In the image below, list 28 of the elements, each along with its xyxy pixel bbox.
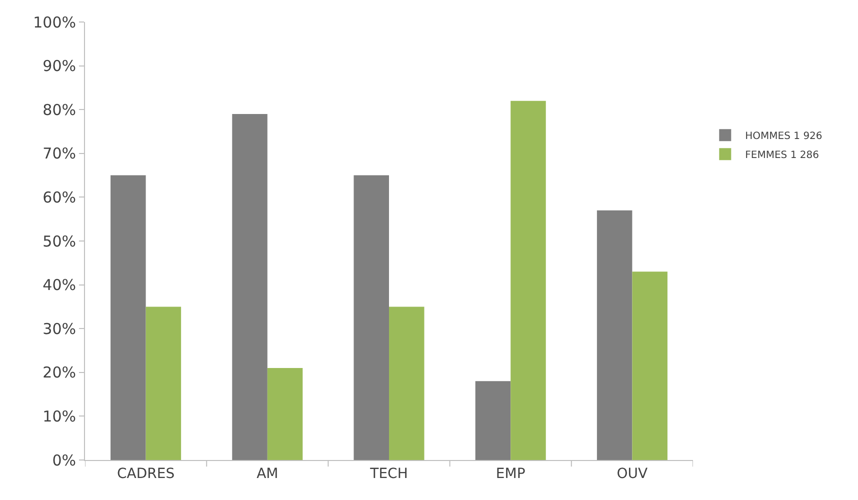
bar bbox=[632, 272, 668, 460]
y-tick-label: 90% bbox=[42, 57, 76, 76]
y-tick-label: 80% bbox=[42, 100, 76, 119]
legend-label: HOMMES 1 926 bbox=[745, 131, 822, 142]
legend-label: FEMMES 1 286 bbox=[745, 150, 819, 162]
bar bbox=[146, 306, 182, 460]
y-tick-label: 20% bbox=[42, 364, 76, 382]
bar bbox=[354, 175, 389, 460]
bar bbox=[110, 175, 146, 460]
bar bbox=[510, 100, 546, 460]
y-tick-label: 40% bbox=[42, 276, 76, 294]
y-tick-label: 0% bbox=[52, 451, 76, 470]
y-tick-label: 70% bbox=[42, 144, 76, 163]
bar bbox=[267, 368, 303, 460]
y-tick-label: 50% bbox=[42, 232, 76, 250]
y-tick-label: 10% bbox=[42, 407, 76, 426]
x-tick-label: EMP bbox=[496, 466, 526, 482]
bar bbox=[596, 210, 632, 460]
x-tick-label: CADRES bbox=[117, 466, 175, 482]
bar bbox=[232, 114, 268, 460]
x-tick-label: OUV bbox=[616, 466, 648, 482]
y-tick-label: 100% bbox=[33, 13, 76, 32]
bar bbox=[475, 381, 511, 460]
y-tick-label: 60% bbox=[42, 188, 76, 206]
y-tick-label: 30% bbox=[42, 320, 76, 338]
x-tick-label: TECH bbox=[369, 466, 408, 482]
bar bbox=[389, 306, 424, 460]
x-tick-label: AM bbox=[256, 466, 278, 482]
